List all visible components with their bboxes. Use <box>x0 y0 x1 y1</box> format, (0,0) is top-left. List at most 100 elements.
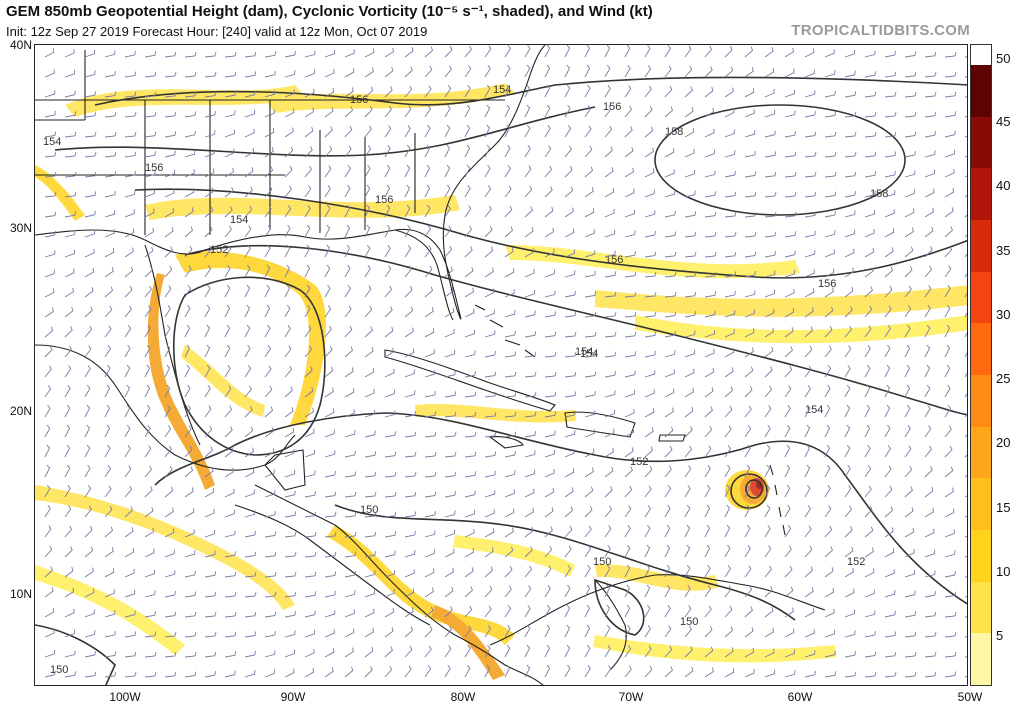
wind-barb <box>624 505 632 518</box>
wind-barb <box>284 407 294 418</box>
wind-barb <box>324 126 333 138</box>
wind-barb <box>524 507 534 518</box>
wind-barb <box>784 424 791 438</box>
wind-barb <box>724 605 733 618</box>
weather-map[interactable]: 156 154 158 156 154 156 154 152 154 158 … <box>34 44 968 686</box>
wind-barb <box>304 629 316 638</box>
wind-barb <box>344 647 354 658</box>
wind-barb <box>864 267 874 278</box>
wind-barb <box>944 51 957 58</box>
wind-barb <box>304 107 314 118</box>
wind-barb <box>824 211 836 218</box>
wind-barb <box>444 287 454 298</box>
wind-barb <box>744 606 753 618</box>
wind-barb <box>804 566 814 578</box>
wind-barb <box>804 48 815 58</box>
wind-barb <box>944 508 955 518</box>
wind-barb <box>844 345 852 358</box>
wind-barb <box>864 71 877 78</box>
wind-barb <box>824 650 836 658</box>
wind-barb <box>364 666 373 678</box>
wind-barb <box>864 325 872 338</box>
contour-label: 156 <box>145 162 163 174</box>
wind-barb <box>684 564 691 578</box>
wind-barb <box>884 569 895 578</box>
wind-barb <box>164 344 171 358</box>
wind-barb <box>604 371 617 378</box>
colorbar-segment <box>971 581 991 634</box>
wind-barb <box>964 305 967 318</box>
wind-barb <box>484 246 494 258</box>
wind-barb <box>644 126 654 138</box>
wind-barb <box>544 507 554 518</box>
wind-barb <box>404 184 411 198</box>
wind-barb <box>564 565 572 578</box>
wind-barb <box>964 253 967 258</box>
wind-barb <box>104 384 111 398</box>
wind-barb <box>184 226 194 238</box>
wind-barb <box>264 284 271 298</box>
wind-barb <box>824 306 834 318</box>
wind-barb <box>604 486 613 498</box>
wind-barb <box>84 546 94 558</box>
wind-barb <box>484 330 496 338</box>
wind-barb <box>544 391 557 398</box>
brand-watermark[interactable]: TROPICALTIDBITS.COM <box>791 22 970 39</box>
wind-barb <box>744 211 757 218</box>
wind-barb <box>564 506 574 518</box>
lon-label-60w: 60W <box>787 690 813 704</box>
wind-barb <box>964 76 967 78</box>
wind-barb <box>404 569 415 578</box>
wind-barb <box>664 564 671 578</box>
wind-barb <box>924 528 935 538</box>
wind-barb <box>644 370 656 378</box>
lon-label-80w: 80W <box>450 690 476 704</box>
wind-barb <box>604 125 613 138</box>
wind-barb <box>584 467 594 478</box>
wind-barb <box>144 208 155 218</box>
wind-barb <box>864 91 877 98</box>
wind-barb <box>644 210 656 218</box>
wind-barb <box>604 466 614 478</box>
wind-barb <box>424 328 435 338</box>
wind-barb <box>164 285 172 298</box>
wind-barb <box>604 311 617 318</box>
wind-barb <box>504 546 514 558</box>
wind-barb <box>624 525 631 538</box>
wind-barb <box>144 111 157 118</box>
wind-barb <box>384 66 394 78</box>
wind-barb <box>464 246 473 258</box>
wind-barb <box>444 491 457 498</box>
wind-barb <box>764 385 773 398</box>
wind-barb <box>304 345 313 358</box>
wind-barb <box>104 364 111 378</box>
wind-barb <box>404 511 417 518</box>
wind-barb <box>744 545 751 558</box>
wind-barb <box>804 484 811 498</box>
wind-barb <box>384 569 396 578</box>
wind-barb <box>444 510 456 518</box>
wind-barb <box>944 571 956 578</box>
wind-barb <box>324 224 331 238</box>
wind-barb <box>804 365 812 378</box>
wind-barb <box>484 226 493 238</box>
wind-barb <box>324 429 335 438</box>
wind-barb <box>504 289 515 298</box>
wind-barb <box>144 91 157 98</box>
wind-barb <box>124 71 137 78</box>
wind-barb <box>64 268 75 278</box>
wind-barb <box>244 284 251 298</box>
wind-barb <box>884 404 891 418</box>
wind-barb <box>364 244 371 258</box>
wind-barb <box>564 664 571 678</box>
wind-barb <box>704 585 712 598</box>
wind-barb <box>604 167 614 178</box>
wind-barb <box>564 228 575 238</box>
wind-barb <box>844 91 857 98</box>
wind-barb <box>724 310 736 318</box>
wind-barb <box>504 566 513 578</box>
wind-barb <box>304 407 314 418</box>
wind-barb <box>224 631 237 638</box>
wind-barb <box>824 230 836 238</box>
wind-barb <box>664 625 672 638</box>
